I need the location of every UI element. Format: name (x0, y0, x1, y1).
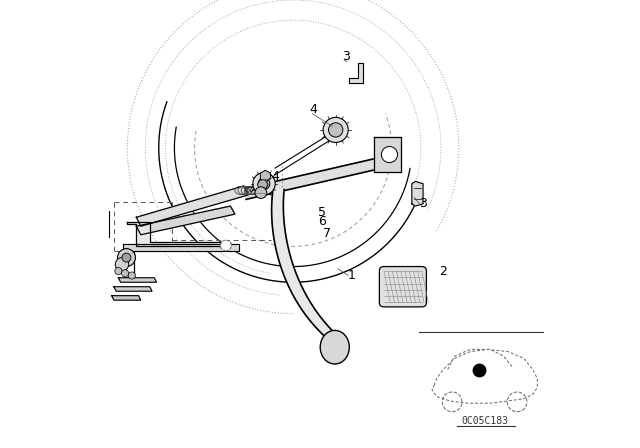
Circle shape (328, 123, 343, 137)
Circle shape (118, 249, 136, 267)
Polygon shape (349, 63, 362, 83)
Circle shape (258, 178, 270, 190)
Text: 7: 7 (323, 227, 331, 241)
Polygon shape (412, 181, 423, 206)
Circle shape (122, 253, 131, 262)
Polygon shape (374, 137, 401, 172)
Polygon shape (127, 222, 230, 246)
Text: 6: 6 (318, 215, 326, 228)
Polygon shape (271, 190, 340, 338)
Circle shape (381, 146, 397, 163)
Polygon shape (260, 170, 270, 182)
Polygon shape (112, 296, 141, 300)
Polygon shape (246, 157, 383, 199)
FancyBboxPatch shape (380, 267, 426, 307)
Polygon shape (123, 244, 239, 251)
Circle shape (128, 272, 136, 279)
Text: 4: 4 (271, 169, 279, 183)
Circle shape (122, 270, 129, 277)
Polygon shape (114, 287, 152, 291)
Circle shape (115, 267, 122, 275)
Circle shape (221, 240, 231, 251)
Text: 1: 1 (348, 269, 355, 282)
Ellipse shape (320, 331, 349, 364)
Text: 3: 3 (342, 49, 350, 63)
Text: 5: 5 (318, 206, 326, 220)
Circle shape (323, 117, 348, 142)
Polygon shape (136, 206, 235, 235)
Text: 0C05C183: 0C05C183 (461, 416, 508, 426)
Text: 3: 3 (419, 197, 427, 211)
Polygon shape (257, 180, 268, 189)
Text: 4: 4 (309, 103, 317, 116)
Polygon shape (118, 278, 157, 282)
Polygon shape (136, 186, 248, 226)
Circle shape (255, 187, 267, 198)
Circle shape (115, 258, 129, 271)
Circle shape (253, 172, 275, 195)
Text: 2: 2 (439, 264, 447, 278)
